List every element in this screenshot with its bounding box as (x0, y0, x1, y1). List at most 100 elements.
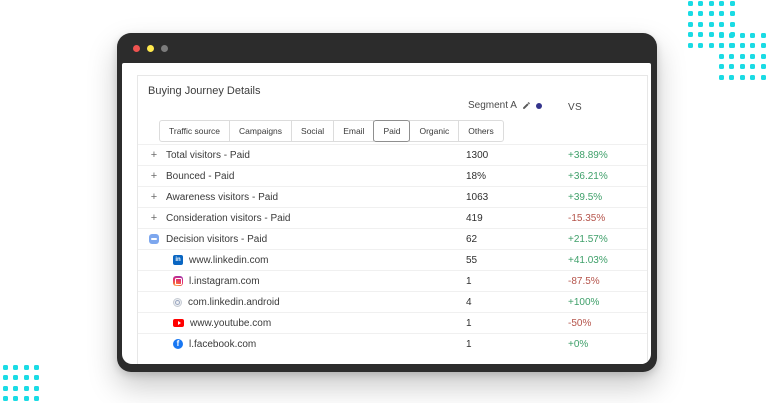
tab-email[interactable]: Email (333, 120, 375, 142)
table-row[interactable]: f l.facebook.com 1 +0% (138, 333, 647, 354)
segment-color-dot[interactable] (535, 102, 542, 109)
row-value: 55 (466, 254, 478, 266)
row-vs-change: +21.57% (568, 233, 608, 245)
decorative-dot (719, 64, 724, 70)
decorative-dot (688, 11, 693, 17)
table-row[interactable]: com.linkedin.android 4 +100% (138, 291, 647, 312)
row-vs-change: -87.5% (568, 275, 600, 287)
decorative-dot (729, 74, 735, 80)
decorative-dot (760, 74, 766, 80)
tab-social[interactable]: Social (291, 120, 335, 142)
collapse-row-icon[interactable] (149, 234, 159, 244)
tab-paid[interactable]: Paid (373, 120, 411, 142)
decorative-dot (719, 43, 724, 49)
table-row[interactable]: + Consideration visitors - Paid 419 -15.3… (138, 207, 647, 228)
row-value: 1 (466, 317, 472, 329)
row-value: 1 (466, 275, 472, 287)
decorative-dot (23, 396, 29, 402)
expand-row-icon[interactable]: + (150, 149, 158, 161)
tab-campaigns[interactable]: Campaigns (229, 120, 293, 142)
decorative-dot (688, 1, 693, 6)
decorative-dot (34, 396, 40, 402)
decorative-dot (729, 53, 735, 59)
decorative-dot (708, 21, 714, 27)
row-label: Decision visitors - Paid (166, 233, 268, 245)
row-label: www.youtube.com (190, 317, 272, 329)
vs-column-header: VS (568, 102, 582, 113)
page-title: Buying Journey Details (148, 85, 261, 97)
decorative-dot (3, 385, 8, 391)
table-row[interactable]: www.youtube.com 1 -50% (138, 312, 647, 333)
decorative-dot (760, 64, 766, 70)
decorative-dot (750, 74, 756, 80)
decorative-dot (34, 385, 40, 391)
zoom-button[interactable] (161, 44, 168, 52)
decorative-dot (739, 33, 745, 38)
decorative-dot (739, 74, 745, 80)
row-label: Consideration visitors - Paid (166, 212, 291, 224)
table-row[interactable]: l.instagram.com 1 -87.5% (138, 270, 647, 291)
decorative-dot (739, 43, 745, 49)
row-label: Total visitors - Paid (166, 149, 250, 161)
decorative-dot (760, 33, 766, 38)
row-vs-change: +0% (568, 338, 589, 350)
table-row[interactable]: Decision visitors - Paid 62 +21.57% (138, 228, 647, 249)
decorative-dot (13, 375, 19, 381)
decorative-dot (750, 64, 756, 70)
table-row[interactable]: + Bounced - Paid 18% +36.21% (138, 165, 647, 186)
table-row[interactable]: + Awareness visitors - Paid 1063 +39.5% (138, 186, 647, 207)
tab-organic[interactable]: Organic (409, 120, 460, 142)
edit-segment-icon[interactable] (522, 101, 531, 110)
tab-traffic-source[interactable]: Traffic source (159, 120, 231, 142)
close-button[interactable] (133, 44, 140, 52)
decorative-dot (3, 396, 8, 402)
decorative-dot (34, 375, 40, 381)
decorative-dot (3, 365, 8, 370)
decorative-dot (698, 42, 704, 48)
decorative-dot (688, 32, 693, 38)
expand-row-icon[interactable]: + (150, 170, 158, 182)
linkedin-favicon: in (173, 255, 183, 265)
decorative-dot (708, 1, 714, 6)
decorative-dot (719, 74, 724, 80)
decorative-dot (729, 33, 735, 38)
table-row[interactable]: in www.linkedin.com 55 +41.03% (138, 249, 647, 270)
tab-others[interactable]: Others (458, 120, 504, 142)
decorative-dot (750, 33, 756, 38)
row-value: 62 (466, 233, 478, 245)
window-titlebar (117, 33, 657, 63)
row-vs-change: +100% (568, 296, 600, 308)
decorative-dot (719, 53, 724, 59)
decorative-dot (13, 365, 19, 370)
decorative-dot (708, 32, 714, 38)
row-value: 419 (466, 212, 483, 224)
expand-row-icon[interactable]: + (150, 212, 158, 224)
buying-journey-panel: Buying Journey Details Segment A VS Traf… (137, 75, 648, 364)
decorative-dot (23, 385, 29, 391)
window-content: Buying Journey Details Segment A VS Traf… (122, 63, 651, 364)
dot-pattern-bottom-left (3, 365, 40, 402)
youtube-favicon (173, 319, 184, 327)
minimize-button[interactable] (147, 44, 154, 52)
decorative-dot (708, 11, 714, 17)
decorative-dot (3, 375, 8, 381)
row-vs-change: -50% (568, 317, 592, 329)
row-vs-change: +41.03% (568, 254, 608, 266)
browser-window: Buying Journey Details Segment A VS Traf… (117, 33, 657, 372)
decorative-dot (719, 33, 724, 38)
segment-label: Segment A (468, 100, 517, 111)
decorative-dot (729, 1, 735, 6)
decorative-dot (34, 365, 40, 370)
row-label: Bounced - Paid (166, 170, 235, 182)
decorative-dot (13, 396, 19, 402)
segment-column-header: Segment A (468, 100, 542, 111)
expand-row-icon[interactable]: + (150, 191, 158, 203)
decorative-dot (729, 21, 735, 27)
table-row[interactable]: + Total visitors - Paid 1300 +38.89% (138, 144, 647, 165)
decorative-dot (719, 21, 725, 27)
decorative-dot (760, 43, 766, 49)
row-value: 4 (466, 296, 472, 308)
row-value: 18% (466, 170, 487, 182)
instagram-favicon (173, 276, 183, 286)
